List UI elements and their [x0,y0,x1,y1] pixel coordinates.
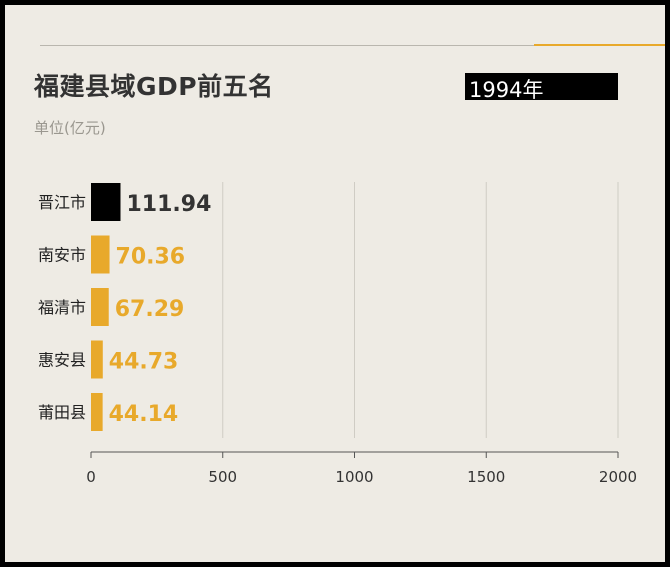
header-divider [40,45,538,46]
value-label: 70.36 [116,245,186,270]
x-tick-label: 2000 [599,468,637,486]
year-badge: 1994年 [465,73,618,102]
bar-2 [91,235,110,274]
chart-subtitle: 单位(亿元) [34,119,106,137]
x-tick-label: 1500 [467,468,505,486]
chart-title: 福建县域GDP前五名 [34,72,274,101]
value-label: 67.29 [115,297,185,322]
bar-3 [91,288,109,326]
year-label: 1994年 [469,78,544,102]
category-label: 惠安县 [38,351,86,370]
value-label: 44.14 [109,402,179,427]
category-label: 晋江市 [38,193,86,212]
bar-1 [91,183,121,221]
category-label: 莆田县 [38,403,86,422]
bar-4 [91,340,103,379]
value-label: 44.73 [109,350,179,375]
category-label: 南安市 [38,246,86,265]
chart-frame: 福建县域GDP前五名 单位(亿元) 1994年 [5,5,665,562]
value-label: 111.94 [126,192,211,217]
x-tick-label: 1000 [335,468,373,486]
x-tick-label: 0 [86,468,96,486]
header-accent-line [534,44,665,46]
x-tick-label: 500 [208,468,237,486]
category-label: 福清市 [38,298,86,317]
bar-5 [91,393,103,431]
